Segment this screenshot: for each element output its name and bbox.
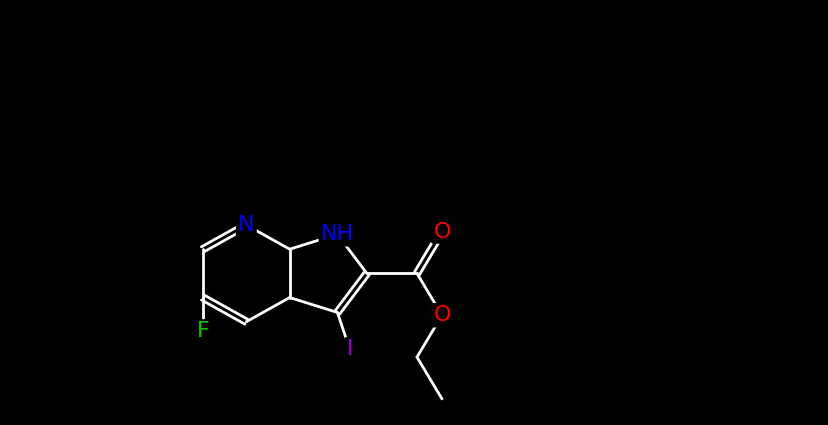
Text: N: N (238, 215, 254, 235)
Text: I: I (346, 339, 353, 359)
Text: NH: NH (320, 224, 354, 244)
Text: F: F (196, 321, 209, 341)
Text: O: O (433, 221, 450, 241)
Text: O: O (433, 305, 450, 325)
